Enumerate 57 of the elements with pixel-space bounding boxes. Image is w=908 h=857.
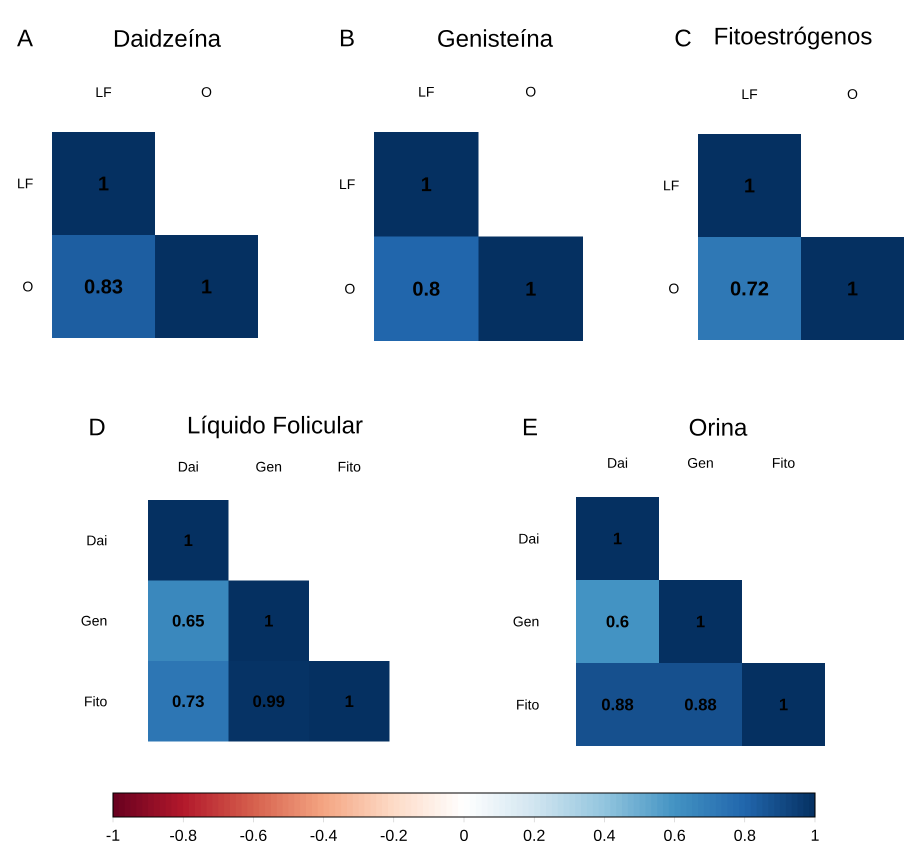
data-label: 1	[202, 280, 212, 294]
x-tick-label: O	[202, 87, 212, 98]
y-tick-label: Gen	[82, 616, 106, 626]
data-label: 0.83	[84, 279, 122, 294]
x-tick-label: LF	[419, 86, 434, 97]
data-label: 1	[696, 616, 705, 628]
color-bar-label: 0.4	[594, 830, 616, 842]
data-label: 1	[184, 534, 192, 546]
data-label: 1	[780, 698, 788, 710]
color-bar-label: -0.6	[240, 830, 266, 842]
text: C	[676, 29, 691, 46]
color-bar-label: -1	[106, 830, 120, 841]
color-bar-label: 1	[812, 830, 819, 841]
data-label: 1	[614, 532, 622, 544]
data-label: 0.73	[172, 695, 204, 708]
data-label: 0.6	[606, 616, 628, 628]
x-tick-label: Gen	[256, 462, 282, 472]
data-label: 0.88	[602, 698, 634, 710]
chart-title: Genisteína	[438, 29, 554, 47]
data-label: 0.8	[413, 282, 440, 296]
y-tick-label: Fito	[517, 699, 539, 710]
color-bar-label: 0.2	[524, 830, 545, 842]
text: B	[340, 30, 354, 46]
color-bar-label: -0.2	[380, 830, 407, 842]
x-tick-label: O	[848, 89, 858, 100]
data-label: 1	[422, 177, 432, 192]
x-tick-label: Fito	[772, 458, 795, 468]
y-tick-label: Gen	[514, 616, 538, 626]
chart-title: Orina	[690, 418, 748, 436]
color-bar-label: 0	[460, 830, 468, 842]
x-tick-label: Dai	[178, 461, 198, 472]
x-tick-label: Gen	[688, 458, 713, 468]
color-bar-label: 0.8	[734, 830, 756, 842]
data-label: 0.99	[253, 695, 284, 708]
data-label: 0.88	[684, 698, 716, 710]
color-bar-label: -0.8	[170, 830, 196, 842]
data-label: 1	[346, 696, 354, 707]
text: E	[524, 418, 537, 436]
data-label: 1	[99, 176, 109, 190]
x-tick-label: Dai	[608, 458, 628, 468]
y-tick-label: Dai	[519, 533, 538, 544]
chart-title: Líquido Folicular	[188, 416, 363, 438]
data-label: 1	[745, 178, 754, 192]
data-label: 1	[526, 282, 536, 296]
color-bar-label: -0.4	[310, 830, 337, 842]
text: A	[17, 30, 33, 46]
data-label: 1	[265, 615, 273, 626]
y-tick-label: Dai	[87, 535, 106, 546]
data-label: 0.65	[172, 614, 204, 627]
y-tick-label: Fito	[85, 696, 107, 706]
x-tick-label: LF	[742, 89, 758, 100]
color-bar-label: 0.6	[664, 830, 686, 842]
text: D	[90, 418, 105, 436]
data-label: 1	[848, 282, 858, 296]
data-label: 0.72	[730, 281, 768, 296]
chart-title: Daidzeína	[114, 29, 222, 47]
chart-title: Fitoestrógenos	[716, 26, 872, 50]
